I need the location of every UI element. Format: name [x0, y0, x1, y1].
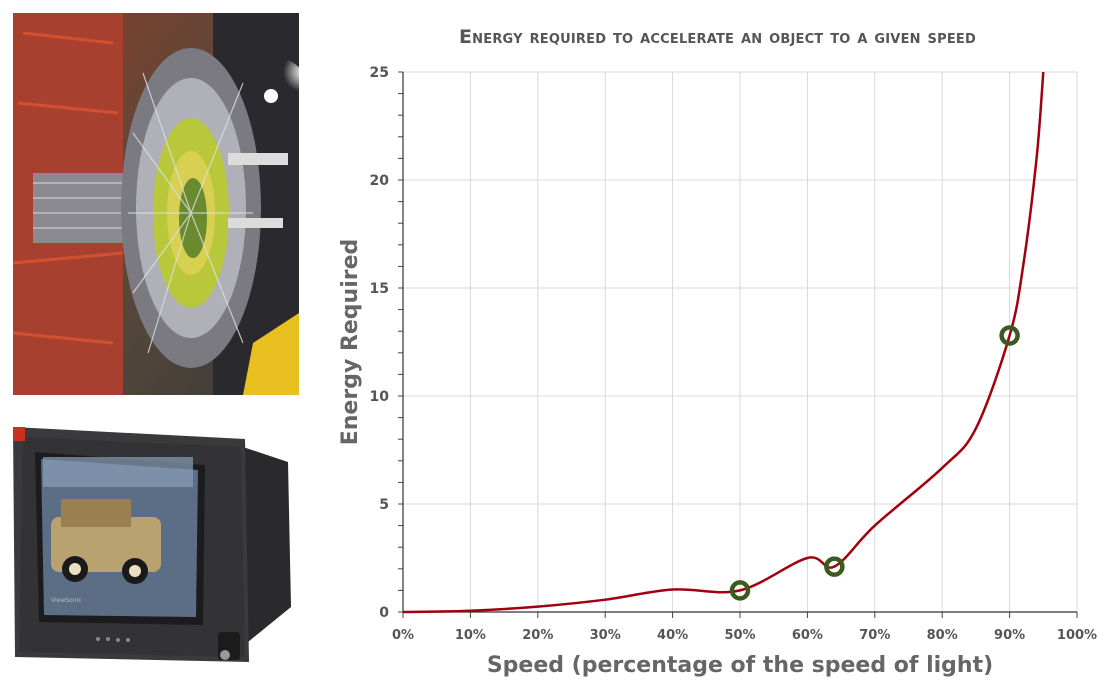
- y-tick-label: 15: [370, 281, 389, 297]
- chart-title: Energy required to accelerate an object …: [459, 26, 976, 48]
- x-tick-label: 100%: [1057, 628, 1097, 643]
- y-tick-label: 0: [379, 605, 389, 621]
- y-tick-label: 25: [370, 65, 389, 81]
- y-tick-label: 20: [370, 173, 390, 189]
- chart-axes: [398, 71, 1078, 618]
- x-tick-label: 90%: [994, 628, 1025, 643]
- highlight-marker: [729, 580, 751, 601]
- x-tick-label: 60%: [792, 628, 823, 643]
- y-tick-labels: 0 5 10 15 20 25: [370, 65, 390, 621]
- highlighted-points: [729, 325, 1020, 601]
- monitor-brand-label: ViewSonic: [51, 597, 82, 604]
- x-tick-label: 40%: [657, 628, 688, 643]
- x-tick-label: 50%: [724, 628, 755, 643]
- x-tick-label: 20%: [522, 628, 553, 643]
- y-axis-label: Energy Required: [338, 239, 363, 446]
- chart-grid: [403, 71, 1078, 612]
- highlight-marker: [824, 556, 845, 577]
- x-tick-labels: 0% 10% 20% 30% 40% 50% 60% 70% 80% 90% 100%: [392, 628, 1097, 643]
- y-tick-label: 10: [370, 389, 390, 405]
- crt-monitor-photo: ViewSonic: [13, 417, 299, 679]
- x-tick-label: 80%: [927, 628, 958, 643]
- energy-curve: [402, 71, 1045, 614]
- energy-chart: 0 5 10 15 20 25 0% 10% 20% 30% 40% 50% 60% 70% 80% 90%…: [330, 0, 1105, 691]
- x-tick-label: 70%: [859, 628, 890, 643]
- particle-detector-photo: [13, 13, 299, 395]
- x-tick-label: 0%: [392, 628, 414, 643]
- highlight-marker: [999, 325, 1020, 346]
- y-tick-label: 5: [379, 497, 389, 513]
- x-axis-label: Speed (percentage of the speed of light): [487, 653, 993, 678]
- x-tick-label: 30%: [590, 628, 621, 643]
- x-tick-label: 10%: [455, 628, 486, 643]
